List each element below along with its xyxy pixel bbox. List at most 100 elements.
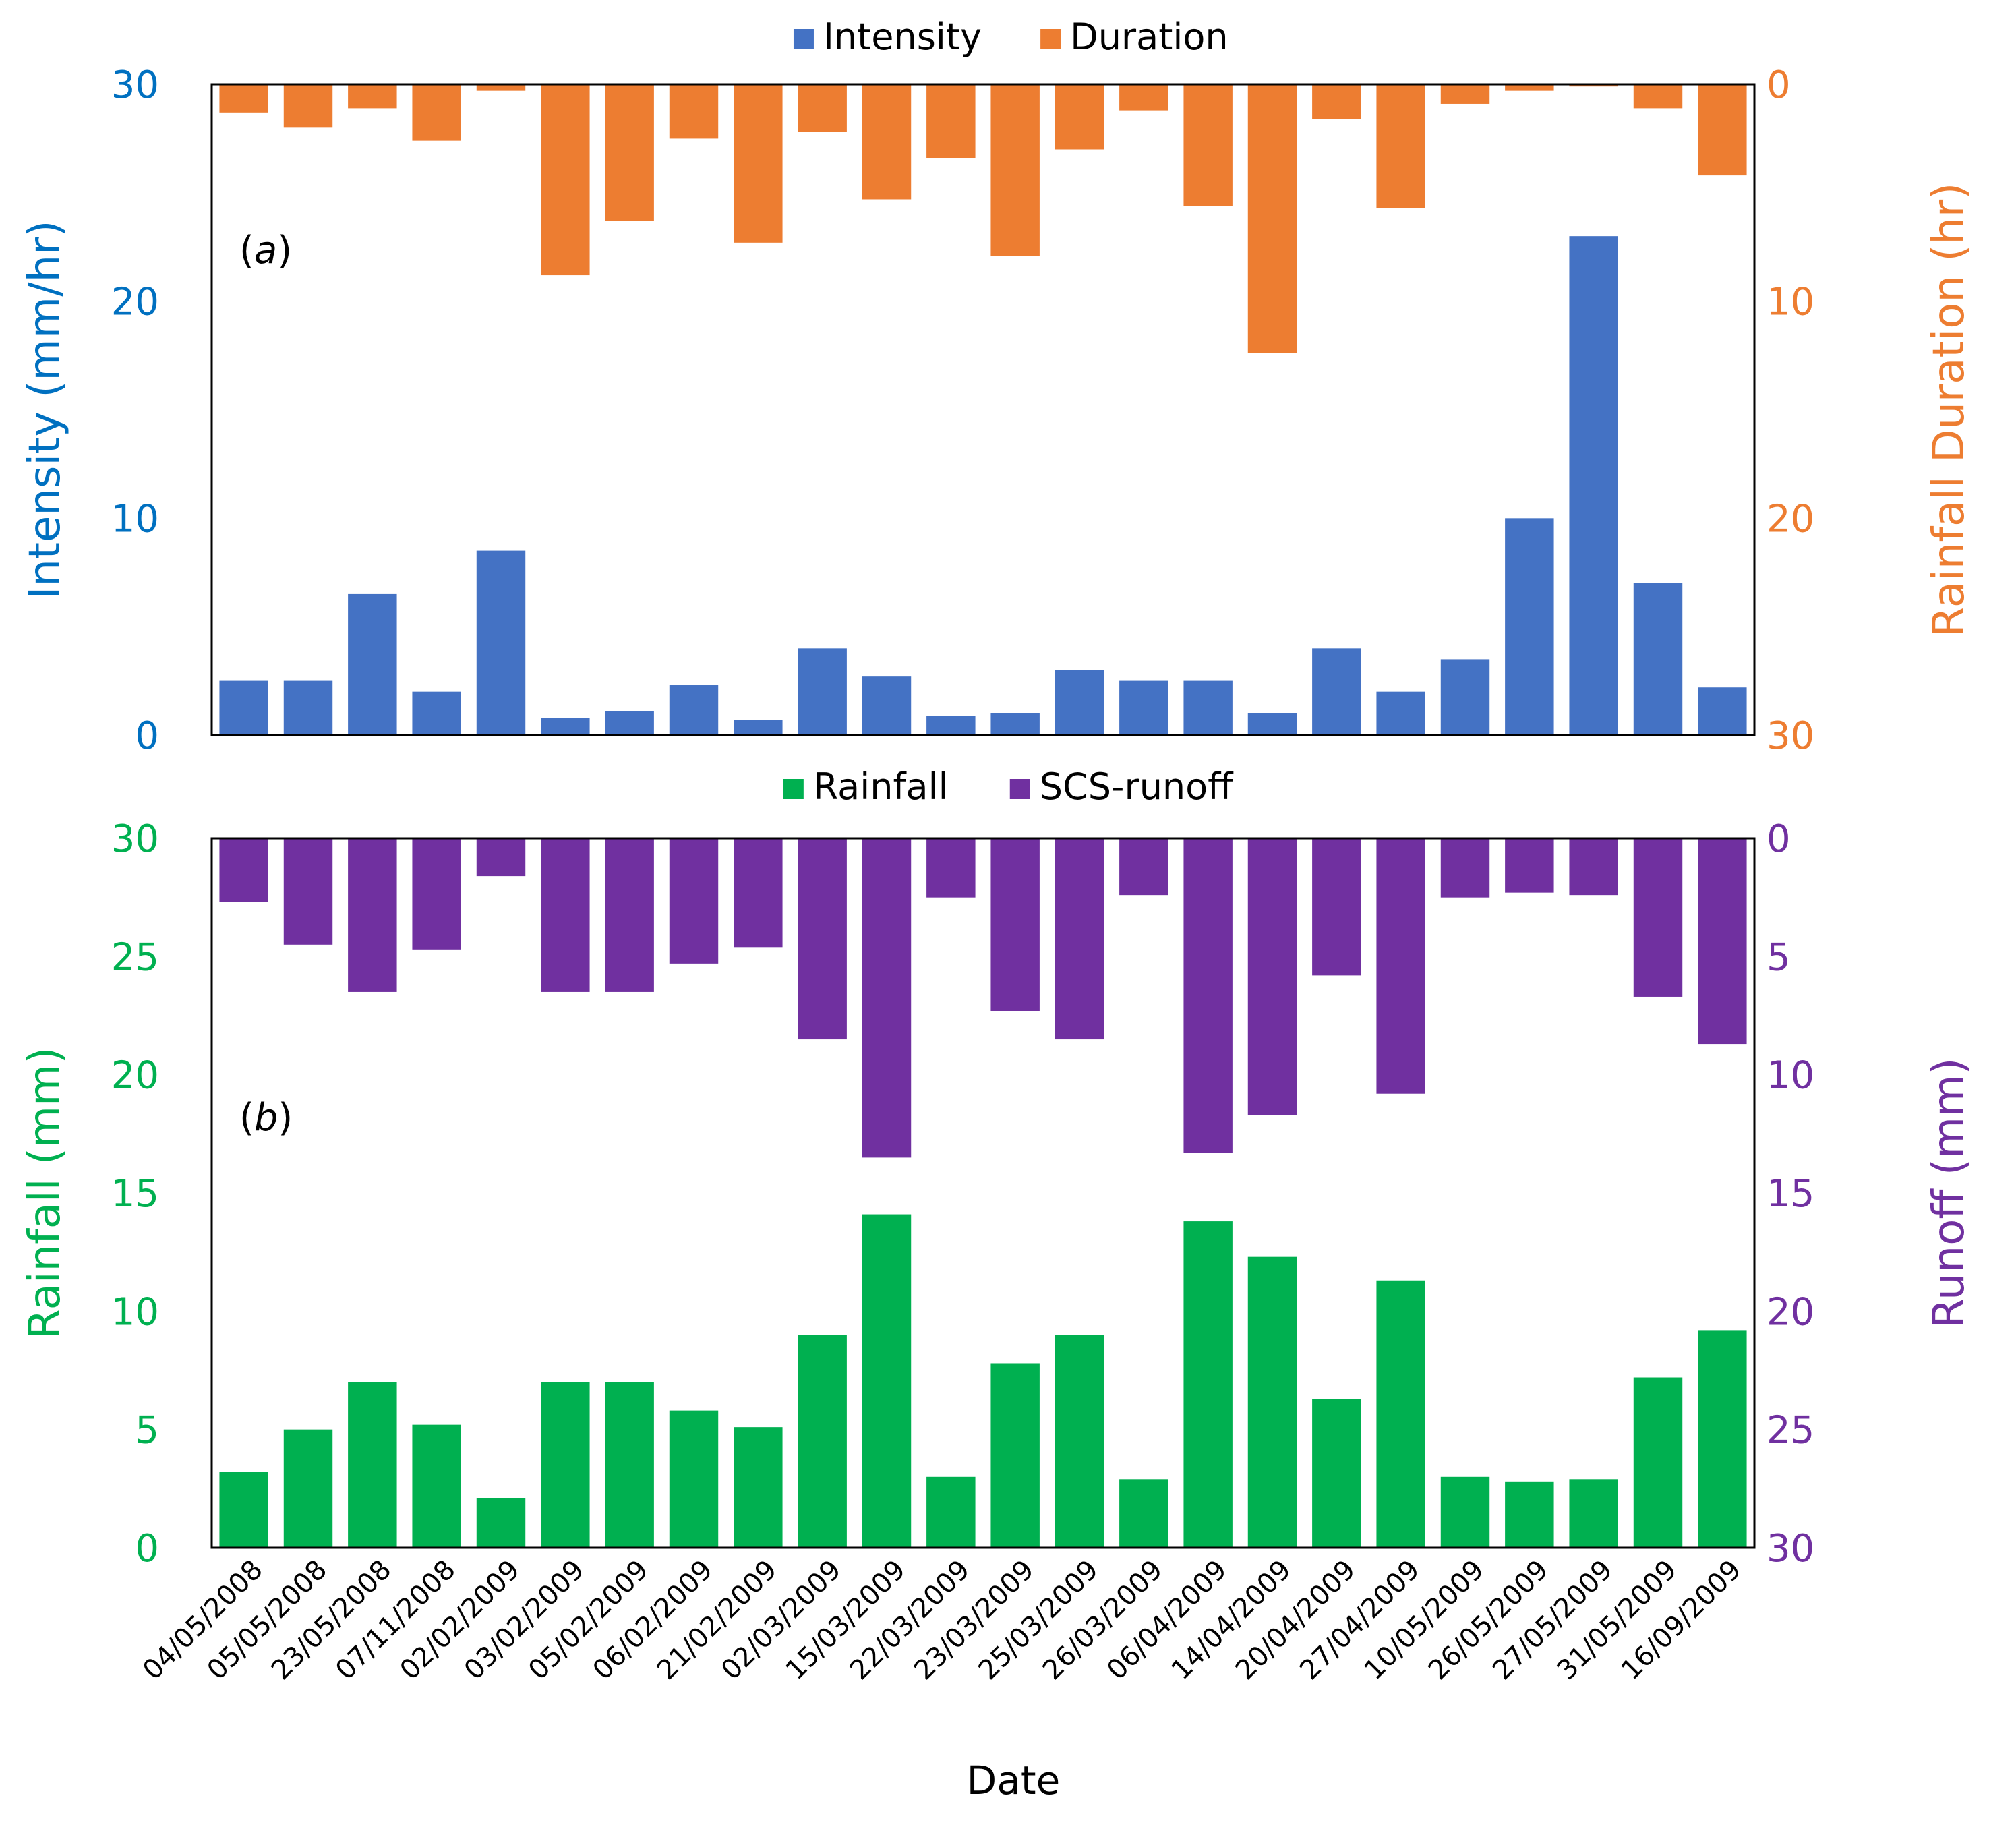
bar-duration-14: [1119, 84, 1168, 111]
bar-scs-runoff-1: [283, 838, 333, 945]
bar-scs-runoff-7: [669, 838, 719, 964]
bar-rainfall-14: [1119, 1479, 1168, 1548]
bar-duration-21: [1569, 84, 1618, 87]
bar-rainfall-20: [1505, 1481, 1554, 1548]
bar-duration-10: [862, 84, 912, 200]
left-axis-ticks: 0 5 10 15 20 25 30: [111, 817, 159, 1571]
bar-intensity-22: [1633, 583, 1683, 735]
bar-intensity-12: [990, 713, 1040, 735]
left-tick-label: 10: [111, 1290, 159, 1334]
bar-rainfall-23: [1698, 1330, 1747, 1548]
bar-scs-runoff-19: [1440, 838, 1490, 898]
right-tick-label: 25: [1767, 1409, 1814, 1453]
x-axis-tick-labels: 04/05/200805/05/200823/05/200807/11/2008…: [137, 1554, 1747, 1687]
bar-rainfall-7: [669, 1410, 719, 1548]
bar-scs-runoff-5: [541, 838, 590, 992]
bar-duration-23: [1698, 84, 1747, 176]
bar-rainfall-22: [1633, 1377, 1683, 1548]
series-rainfall: [219, 1214, 1747, 1548]
bar-intensity-23: [1698, 687, 1747, 735]
bar-scs-runoff-23: [1698, 838, 1747, 1045]
legend: Rainfall SCS-runoff: [783, 765, 1234, 808]
bar-duration-13: [1055, 84, 1104, 150]
bar-scs-runoff-22: [1633, 838, 1683, 997]
bar-intensity-1: [283, 680, 333, 735]
legend-label: SCS-runoff: [1040, 765, 1234, 808]
bar-rainfall-12: [990, 1363, 1040, 1548]
right-tick-label: 5: [1767, 935, 1791, 979]
x-axis-label: Date: [967, 1757, 1061, 1803]
right-tick-label: 0: [1767, 817, 1791, 861]
bar-duration-7: [669, 84, 719, 139]
legend-swatch: [1040, 29, 1061, 49]
bar-rainfall-13: [1055, 1335, 1104, 1548]
right-tick-label: 30: [1767, 714, 1814, 758]
bar-rainfall-21: [1569, 1479, 1618, 1548]
bar-intensity-10: [862, 676, 912, 735]
right-tick-label: 0: [1767, 63, 1791, 107]
bar-rainfall-9: [798, 1335, 847, 1548]
left-tick-label: 30: [111, 63, 159, 107]
bar-rainfall-8: [734, 1427, 783, 1548]
bar-duration-20: [1505, 84, 1554, 91]
bar-rainfall-19: [1440, 1476, 1490, 1548]
bar-duration-6: [605, 84, 654, 221]
left-tick-label: 10: [111, 497, 159, 541]
bar-rainfall-4: [476, 1498, 526, 1548]
right-tick-label: 10: [1767, 281, 1814, 324]
bar-duration-5: [541, 84, 590, 276]
bar-duration-19: [1440, 84, 1490, 104]
bar-duration-1: [283, 84, 333, 128]
bar-intensity-17: [1312, 648, 1361, 735]
bar-intensity-14: [1119, 680, 1168, 735]
panel-label: (a): [239, 229, 292, 272]
bar-duration-17: [1312, 84, 1361, 119]
bar-rainfall-6: [605, 1382, 654, 1548]
bar-scs-runoff-11: [926, 838, 976, 898]
bar-duration-18: [1376, 84, 1425, 208]
bar-rainfall-3: [412, 1424, 461, 1548]
right-tick-label: 15: [1767, 1172, 1814, 1216]
bar-rainfall-5: [541, 1382, 590, 1548]
bar-scs-runoff-12: [990, 838, 1040, 1011]
plot-frame: [210, 83, 1756, 736]
bar-intensity-2: [348, 593, 397, 735]
bar-intensity-6: [605, 711, 654, 735]
bar-scs-runoff-0: [219, 838, 268, 902]
right-tick-label: 20: [1767, 1290, 1814, 1334]
bar-scs-runoff-13: [1055, 838, 1104, 1040]
right-tick-label: 10: [1767, 1054, 1814, 1098]
bar-intensity-4: [476, 550, 526, 735]
bar-scs-runoff-20: [1505, 838, 1554, 893]
bar-duration-11: [926, 84, 976, 158]
series-scs-runoff: [219, 838, 1747, 1158]
bar-intensity-15: [1183, 680, 1233, 735]
bar-duration-8: [734, 84, 783, 243]
left-tick-label: 20: [111, 1054, 159, 1098]
bar-scs-runoff-3: [412, 838, 461, 950]
bar-scs-runoff-8: [734, 838, 783, 948]
bar-rainfall-0: [219, 1472, 268, 1548]
bar-scs-runoff-17: [1312, 838, 1361, 976]
bar-duration-22: [1633, 84, 1683, 109]
bar-intensity-20: [1505, 518, 1554, 735]
legend-entry-scs-runoff: SCS-runoff: [1009, 765, 1234, 808]
bar-duration-2: [348, 84, 397, 109]
panel-label: (b): [239, 1096, 293, 1140]
legend-swatch: [783, 779, 804, 799]
bar-intensity-7: [669, 685, 719, 735]
panel-b: 0 5 10 15 20 25 30 0 5 10 15 20 25 30 Rainfall (mm) Run…: [20, 765, 1974, 1571]
right-tick-label: 30: [1767, 1527, 1814, 1571]
bar-duration-9: [798, 84, 847, 132]
bar-intensity-21: [1569, 236, 1618, 736]
left-tick-label: 0: [135, 714, 159, 758]
left-axis-label: Rainfall (mm): [20, 1047, 70, 1339]
bar-duration-3: [412, 84, 461, 141]
bar-scs-runoff-10: [862, 838, 912, 1158]
left-tick-label: 30: [111, 817, 159, 861]
bar-rainfall-2: [348, 1382, 397, 1548]
bar-scs-runoff-6: [605, 838, 654, 992]
bar-duration-16: [1247, 84, 1297, 353]
bar-intensity-8: [734, 720, 783, 735]
bar-rainfall-11: [926, 1476, 976, 1548]
